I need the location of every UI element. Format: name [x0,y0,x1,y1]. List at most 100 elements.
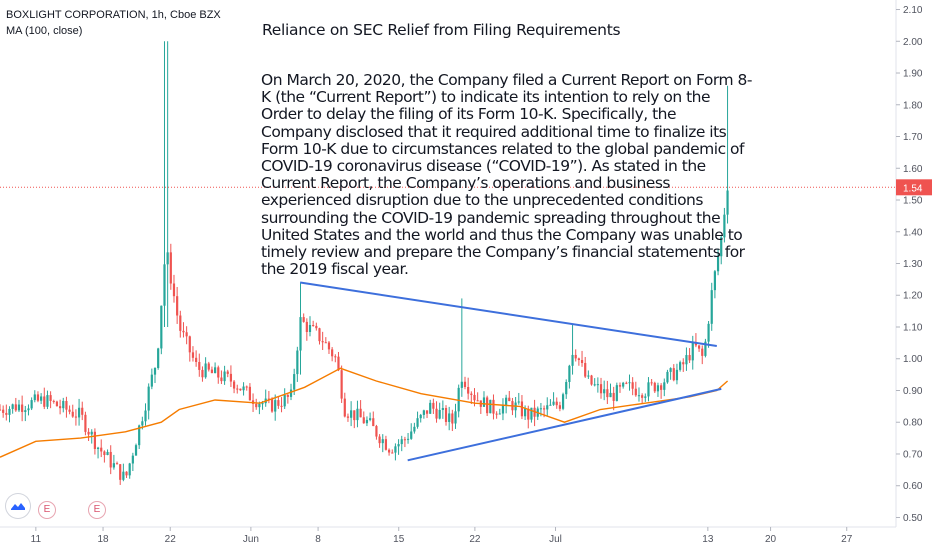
overlay-lines [0,186,896,462]
trendline-upper [300,281,717,348]
candle-body [637,395,641,397]
candle-body [74,416,78,418]
candle-body [422,410,425,415]
price-tick-label: 0.60 [903,481,923,492]
last-price-label: 1.54 [903,183,923,194]
candle-body [52,400,55,402]
price-tick-label: 0.50 [903,513,923,524]
candle-body [470,393,473,395]
candle-body [201,369,204,378]
candle-body [270,399,274,412]
candle-body [198,361,201,370]
candle-body [21,404,24,412]
price-tick-label: 1.00 [903,354,923,365]
candle-body [596,384,599,386]
price-tick-label: 1.60 [903,164,923,175]
candle-body [473,394,476,401]
candle-body [590,375,593,385]
candle-body [653,382,656,392]
candle-body [5,412,8,415]
candle-body [27,408,30,411]
candle-body [606,389,609,398]
candle-body [353,410,356,421]
earnings-marker[interactable]: E [88,501,106,519]
candle-body [141,421,144,426]
candle-body [185,332,188,337]
candle-body [527,408,530,420]
candle-body [666,371,669,383]
candle-body [157,348,160,368]
candle-body [622,382,625,387]
candle-body [634,388,637,396]
candle-body [55,401,59,407]
candle-body [277,400,280,406]
price-tick-label: 1.70 [903,132,923,143]
candle-body [660,385,663,390]
time-tick-label: 18 [97,534,109,545]
price-tick-label: 1.20 [903,291,923,302]
time-axis[interactable]: 11 18 22 Jun 8 15 22 Jul 13 20 27 [31,527,853,545]
candle-body [207,363,210,370]
candle-body [571,354,574,366]
candle-body [561,394,565,409]
candle-body [723,214,726,238]
candle-body [68,409,71,412]
candle-body [232,381,236,389]
candle-body [618,385,622,387]
candle-body [350,410,353,418]
candle-body [81,407,84,415]
candle-body [160,305,163,349]
candle-body [229,373,233,382]
candle-body [641,395,644,398]
candle-body [77,407,81,418]
candle-body [615,385,618,401]
candle-body [166,252,169,265]
candle-body [134,445,138,456]
candle-body [378,436,381,444]
candle-body [90,431,93,435]
candle-body [555,401,558,406]
candle-body [498,413,501,415]
candle-body [384,439,388,450]
candle-body [565,381,568,395]
time-tick-label: 22 [165,534,177,545]
annotation-line: experienced disruption due to the unprec… [261,191,703,210]
indicator-label[interactable]: MA (100, close) [6,25,83,37]
time-tick-label: 11 [31,534,42,545]
candle-body [410,431,413,439]
candle-body [144,410,147,422]
candle-body [691,341,694,361]
candle-body [679,362,682,370]
candle-body [286,394,289,397]
candle-body [444,408,448,422]
candle-body [182,330,185,333]
candle-body [539,408,543,410]
candle-body [577,358,580,361]
price-tick-label: 1.30 [903,259,923,270]
candle-body [672,368,675,381]
candle-body [122,471,125,480]
candle-body [255,403,258,408]
time-tick-label: 22 [469,534,481,545]
candle-body [425,410,429,414]
candle-body [720,237,723,257]
earnings-marker[interactable]: E [38,501,56,519]
candle-body [381,439,384,444]
tradingview-logo-icon[interactable] [6,494,30,518]
candle-body [131,455,134,464]
annotation-line: United States and the world and thus the… [261,225,743,244]
candle-body [419,414,422,419]
candle-body [625,382,628,384]
price-axis[interactable]: 0.50 0.60 0.70 0.80 0.90 1.00 1.10 1.20 1.30 1.40… [896,5,932,524]
candle-body [644,396,647,398]
candle-body [248,386,251,401]
candle-body [663,382,666,390]
candle-body [321,341,324,343]
price-tick-label: 0.80 [903,418,923,429]
candle-body [697,345,701,349]
candle-body [267,398,270,400]
candle-body [293,374,296,390]
candle-body [448,413,451,422]
candle-body [226,371,229,374]
